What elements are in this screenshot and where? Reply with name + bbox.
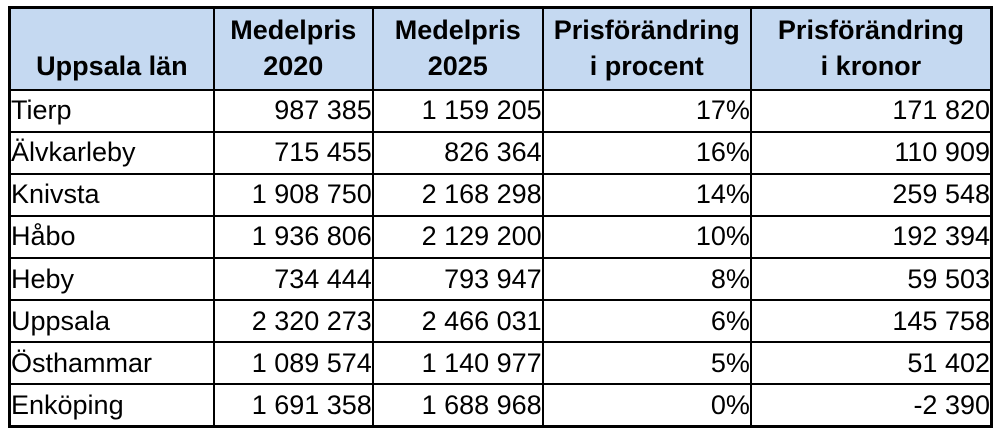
cell-price2020: 1 089 574	[212, 341, 374, 386]
cell-change_kronor: 110 909	[749, 130, 993, 175]
cell-change_percent: 0%	[541, 383, 752, 428]
table-row: Heby 734 444 793 947 8% 59 503	[8, 256, 993, 302]
header-line2: i kronor	[820, 50, 922, 81]
cell-price2025: 2 168 298	[371, 172, 544, 217]
table-row: Tierp 987 385 1 159 205 17% 171 820	[8, 88, 993, 133]
cell-name: Knivsta	[8, 172, 215, 217]
cell-price2025: 2 129 200	[371, 214, 544, 260]
cell-name: Enköping	[8, 383, 215, 428]
cell-price2025: 826 364	[371, 130, 544, 175]
cell-change_kronor: 145 758	[749, 299, 993, 344]
cell-price2025: 793 947	[371, 256, 544, 302]
table-header-row: Uppsala län Medelpris 2020 Medelpris 202…	[8, 6, 993, 91]
cell-price2020: 987 385	[212, 88, 374, 133]
cell-price2020: 715 455	[212, 130, 374, 175]
cell-name: Tierp	[8, 88, 215, 133]
cell-change_percent: 17%	[541, 88, 752, 133]
corner-header-uppsala-lan: Uppsala län	[8, 6, 215, 91]
table-row: Knivsta 1 908 750 2 168 298 14% 259 548	[8, 172, 993, 217]
cell-change_percent: 10%	[541, 214, 752, 260]
cell-name: Håbo	[8, 214, 215, 260]
cell-name: Älvkarleby	[8, 130, 215, 175]
column-header-medelpris-2025: Medelpris 2025	[371, 6, 544, 91]
cell-price2020: 1 908 750	[212, 172, 374, 217]
column-header-prisforandring-procent: Prisförändring i procent	[541, 6, 752, 91]
price-table-container: Uppsala län Medelpris 2020 Medelpris 202…	[8, 6, 993, 428]
header-line1: Prisförändring	[777, 14, 964, 45]
cell-change_kronor: 171 820	[749, 88, 993, 133]
cell-change_kronor: 51 402	[749, 341, 993, 386]
cell-change_kronor: -2 390	[749, 383, 993, 428]
column-header-prisforandring-kronor: Prisförändring i kronor	[749, 6, 993, 91]
header-line2: 2025	[427, 50, 488, 81]
cell-name: Heby	[8, 256, 215, 302]
cell-price2025: 1 159 205	[371, 88, 544, 133]
cell-price2020: 1 691 358	[212, 383, 374, 428]
cell-change_percent: 14%	[541, 172, 752, 217]
header-line1: Medelpris	[394, 14, 521, 45]
cell-price2025: 1 688 968	[371, 383, 544, 428]
cell-change_percent: 6%	[541, 299, 752, 344]
cell-change_kronor: 192 394	[749, 214, 993, 260]
header-line2: 2020	[263, 50, 324, 81]
table-row: Älvkarleby 715 455 826 364 16% 110 909	[8, 130, 993, 175]
table-row: Enköping 1 691 358 1 688 968 0% -2 390	[8, 383, 993, 428]
table-body: Tierp 987 385 1 159 205 17% 171 820 Älvkarleb…	[8, 88, 993, 428]
table-row: Håbo 1 936 806 2 129 200 10% 192 394	[8, 214, 993, 260]
cell-price2020: 734 444	[212, 256, 374, 302]
cell-change_percent: 8%	[541, 256, 752, 302]
cell-change_kronor: 59 503	[749, 256, 993, 302]
column-header-medelpris-2020: Medelpris 2020	[212, 6, 374, 91]
cell-name: Östhammar	[8, 341, 215, 386]
cell-price2025: 2 466 031	[371, 299, 544, 344]
table-row: Östhammar 1 089 574 1 140 977 5% 51 402	[8, 341, 993, 386]
table-row: Uppsala 2 320 273 2 466 031 6% 145 758	[8, 299, 993, 344]
cell-price2020: 2 320 273	[212, 299, 374, 344]
cell-change_percent: 5%	[541, 341, 752, 386]
cell-price2020: 1 936 806	[212, 214, 374, 260]
header-line2: i procent	[589, 50, 704, 81]
header-line1: Medelpris	[230, 14, 357, 45]
header-line1: Prisförändring	[553, 14, 740, 45]
cell-price2025: 1 140 977	[371, 341, 544, 386]
corner-header-label: Uppsala län	[36, 50, 188, 81]
uppsala-price-table: Uppsala län Medelpris 2020 Medelpris 202…	[8, 6, 993, 428]
cell-change_kronor: 259 548	[749, 172, 993, 217]
cell-name: Uppsala	[8, 299, 215, 344]
cell-change_percent: 16%	[541, 130, 752, 175]
